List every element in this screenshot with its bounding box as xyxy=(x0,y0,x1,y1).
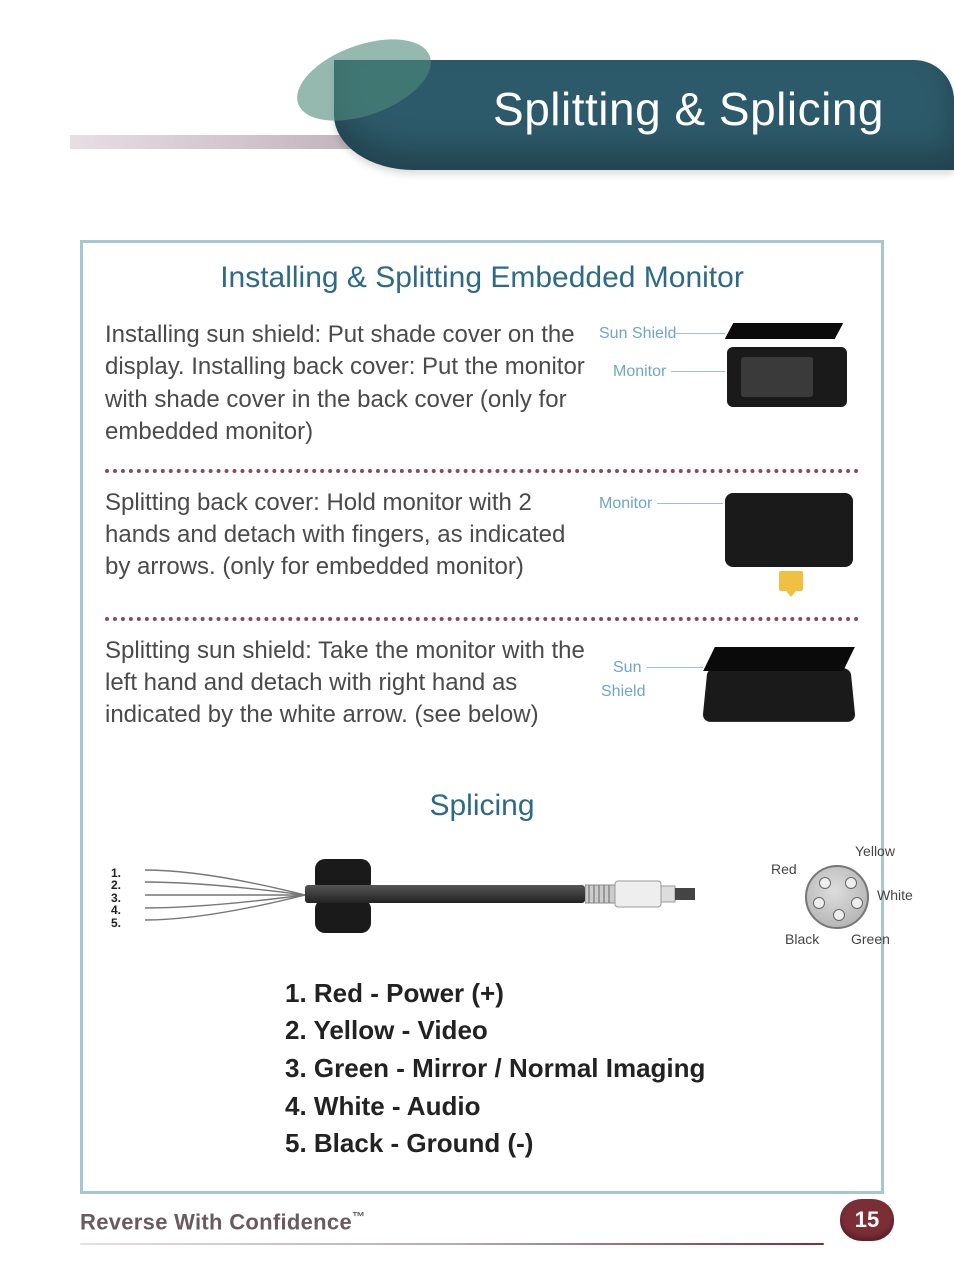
section-heading-installing: Installing & Splitting Embedded Monitor xyxy=(105,261,859,295)
ferrite-clip-icon xyxy=(315,899,371,933)
cable-body xyxy=(305,885,585,903)
section-heading-splicing: Splicing xyxy=(105,789,859,823)
splicing-figure: 1. 2. 3. 4. 5. xyxy=(105,829,859,959)
legend-item: 2. Yellow - Video xyxy=(285,1012,859,1050)
figure-label: Monitor xyxy=(613,363,666,381)
connector-label-red: Red xyxy=(771,861,797,877)
leader-line xyxy=(675,333,725,334)
arrow-icon xyxy=(783,587,799,597)
page-number-badge: 15 xyxy=(840,1199,894,1241)
page-footer: Reverse With Confidence™ 15 xyxy=(0,1195,954,1235)
step-figure: Sun Shield xyxy=(599,635,859,745)
screen-shape xyxy=(741,357,813,397)
figure-label: Sun xyxy=(613,659,641,677)
page-header: Splitting & Splicing xyxy=(0,60,954,220)
sunshield-shape xyxy=(725,323,844,339)
monitor-shape xyxy=(702,668,856,722)
footer-tagline: Reverse With Confidence™ xyxy=(80,1209,365,1235)
leader-line xyxy=(647,667,703,668)
legend-item: 1. Red - Power (+) xyxy=(285,975,859,1013)
step-text: Splitting back cover: Hold monitor with … xyxy=(105,487,585,584)
leader-line xyxy=(671,371,725,372)
install-step: Splitting sun shield: Take the monitor w… xyxy=(105,625,859,763)
wire-number: 5. xyxy=(111,917,121,930)
inline-connector-icon xyxy=(585,875,695,913)
legend-item: 3. Green - Mirror / Normal Imaging xyxy=(285,1050,859,1088)
dotted-separator xyxy=(105,469,859,473)
fanned-wires-icon xyxy=(145,865,305,925)
content-panel: Installing & Splitting Embedded Monitor … xyxy=(80,240,884,1194)
legend-item: 5. Black - Ground (-) xyxy=(285,1125,859,1163)
wire-number-list: 1. 2. 3. 4. 5. xyxy=(111,867,121,930)
footer-divider xyxy=(80,1243,824,1245)
connector-label-white: White xyxy=(877,887,913,903)
step-figure: Sun Shield Monitor xyxy=(599,319,859,429)
connector-label-green: Green xyxy=(851,931,890,947)
figure-label: Shield xyxy=(601,683,645,701)
leader-line xyxy=(657,503,723,504)
figure-label: Monitor xyxy=(599,495,652,513)
tagline-text: Reverse With Confidence xyxy=(80,1209,352,1234)
connector-label-yellow: Yellow xyxy=(855,843,895,859)
step-text: Splitting sun shield: Take the monitor w… xyxy=(105,635,585,732)
install-step: Splitting back cover: Hold monitor with … xyxy=(105,477,859,615)
wire-number: 2. xyxy=(111,879,121,892)
step-text: Installing sun shield: Put shade cover o… xyxy=(105,319,585,449)
din-connector-icon xyxy=(805,865,869,929)
trademark-symbol: ™ xyxy=(352,1209,365,1224)
page-title: Splitting & Splicing xyxy=(493,82,884,136)
sunshield-shape xyxy=(703,647,855,671)
wire-color-legend: 1. Red - Power (+) 2. Yellow - Video 3. … xyxy=(285,975,859,1163)
step-figure: Monitor xyxy=(599,487,859,597)
connector-label-black: Black xyxy=(785,931,819,947)
figure-label: Sun Shield xyxy=(599,325,676,343)
install-step: Installing sun shield: Put shade cover o… xyxy=(105,309,859,467)
monitor-back-shape xyxy=(725,493,853,567)
dotted-separator xyxy=(105,617,859,621)
legend-item: 4. White - Audio xyxy=(285,1088,859,1126)
